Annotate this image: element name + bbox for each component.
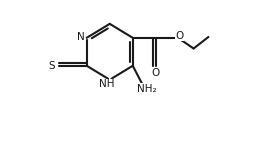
Text: N: N	[77, 32, 85, 42]
Text: S: S	[49, 61, 55, 71]
Text: O: O	[152, 68, 160, 78]
Text: O: O	[176, 31, 184, 41]
Text: NH: NH	[99, 79, 114, 89]
Text: NH₂: NH₂	[137, 84, 156, 94]
